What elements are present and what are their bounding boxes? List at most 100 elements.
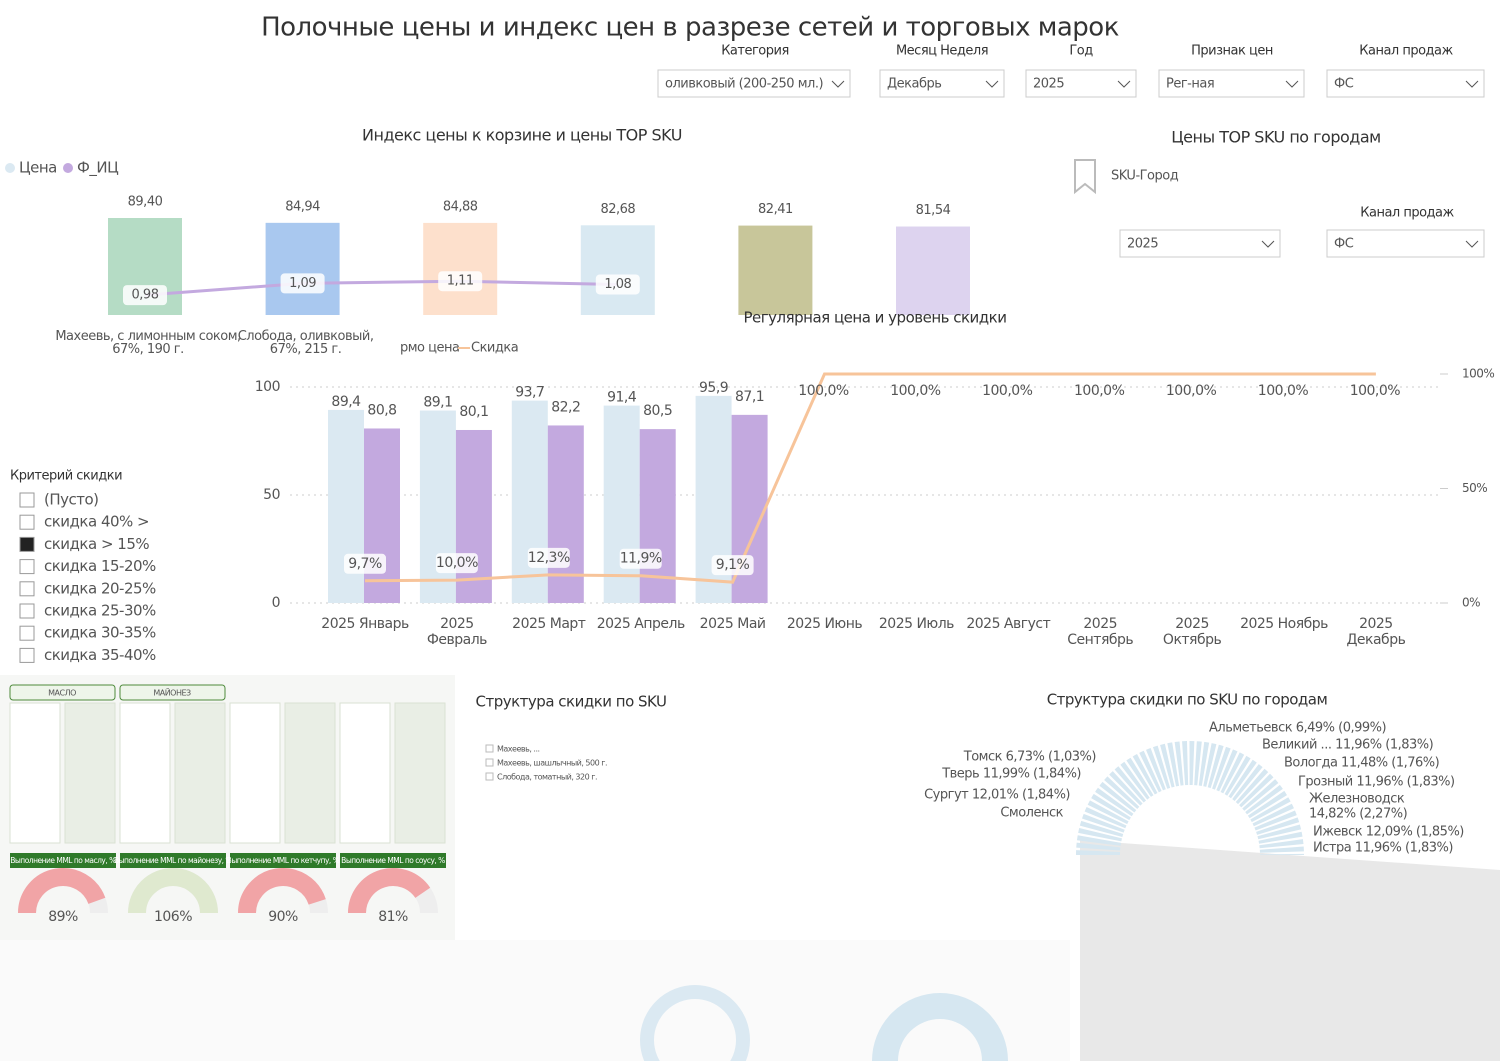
checkbox-label: скидка > 15%: [44, 535, 149, 553]
bar: [455, 429, 492, 603]
value-label: 12,3%: [528, 550, 570, 566]
x-tick-label: 2025 Октябрь: [1163, 616, 1222, 648]
section-label: МАЙОНЕЗ: [153, 687, 191, 698]
checkbox-label: Махеевь, ...: [497, 745, 540, 754]
dropdown[interactable]: [657, 69, 851, 98]
legend-label: рмо цена: [400, 341, 459, 356]
chart-title: Регулярная цена и уровень скидки: [744, 309, 1007, 327]
city-label: Альметьевск 6,49% (0,99%): [1209, 721, 1386, 736]
checkbox-label: скидка 25-30%: [44, 602, 156, 620]
donut: [1076, 741, 1304, 856]
city-label: Грозный 11,96% (1,83%): [1298, 775, 1455, 790]
chevron: [831, 80, 845, 88]
value-label: 81,54: [916, 203, 951, 218]
label-box: [344, 553, 386, 574]
gauge-fill: [238, 868, 326, 914]
panel-title: Структура скидки по SKU: [476, 693, 667, 711]
city-label: Ижевск 12,09% (1,85%): [1313, 825, 1464, 840]
gauge-fill: [348, 868, 431, 914]
dropdown[interactable]: [1119, 229, 1281, 258]
checkbox[interactable]: [19, 536, 35, 552]
gauge-header: [230, 853, 336, 868]
value-label: 100,0%: [1166, 383, 1217, 399]
sku-label: SKU-Город: [1111, 169, 1179, 184]
discount-line: [364, 372, 1376, 584]
checkbox[interactable]: [19, 559, 35, 575]
x-tick-label: 2025 Январь: [321, 616, 409, 632]
checkbox[interactable]: [485, 772, 494, 781]
city-label: Железноводск: [1309, 792, 1405, 807]
checkbox[interactable]: [19, 581, 35, 597]
y2-tick-label: 50%: [1462, 481, 1487, 495]
checkbox[interactable]: [19, 492, 35, 508]
x-tick-label: 2025 Март: [512, 616, 586, 632]
dropdown[interactable]: [879, 69, 1005, 98]
gauge-title: Выполнение MML по соусу, %: [341, 856, 445, 865]
value-label: 89,40: [128, 195, 163, 210]
dropdown-value: 2025: [1033, 77, 1064, 92]
value-label: 89,4: [331, 394, 361, 410]
x-tick-label: 2025 Декабрь: [1346, 616, 1405, 648]
gauge-value: 90%: [268, 909, 298, 925]
checkbox[interactable]: [19, 647, 35, 663]
city-label: Смоленск: [1000, 806, 1063, 821]
chevron: [1261, 240, 1275, 248]
legend-label: Ф_ИЦ: [77, 159, 119, 178]
checkbox[interactable]: [485, 744, 494, 753]
y2-tick-label: 100%: [1462, 367, 1494, 381]
kpi-cell: [9, 702, 61, 844]
value-label: 95,9: [699, 380, 728, 396]
legend-dot: [63, 163, 73, 173]
gauge-fill: [18, 868, 106, 914]
checkbox[interactable]: [19, 603, 35, 619]
gauge-value: 81%: [378, 909, 408, 925]
checkbox[interactable]: [19, 625, 35, 641]
checkbox-label: скидка 35-40%: [44, 646, 156, 664]
value-label: 82,2: [551, 399, 580, 415]
city-label: Сургут 12,01% (1,84%): [924, 788, 1070, 803]
legend-label: Скидка: [471, 341, 518, 356]
dropdown[interactable]: [1158, 69, 1305, 98]
label-box: [711, 555, 754, 576]
x-tick-label: 2025 Май: [700, 616, 766, 632]
dropdown[interactable]: [1326, 229, 1485, 258]
section-header: [119, 684, 226, 701]
bar: [603, 405, 640, 603]
x-tick-label: 2025 Сентябрь: [1067, 616, 1133, 648]
dropdown-value: оливковый (200-250 мл.): [665, 77, 823, 92]
checkbox-label: (Пусто): [44, 491, 99, 509]
value-label: 0,98: [132, 288, 159, 303]
x-tick-label: 2025 Август: [966, 616, 1050, 632]
checkbox-label: Махеевь, шашлычный, 500 г.: [497, 759, 607, 768]
kpi-cell: [394, 702, 446, 844]
dropdown-value: 2025: [1127, 237, 1158, 252]
dropdown[interactable]: [1326, 69, 1485, 98]
checkbox[interactable]: [485, 758, 494, 767]
value-label: 100,0%: [890, 383, 941, 399]
value-label: 89,1: [423, 395, 452, 411]
y2-tick-label: 0%: [1462, 596, 1480, 610]
value-label: 1,09: [289, 276, 316, 291]
kpi-cell: [339, 702, 391, 844]
dropdown[interactable]: [1025, 69, 1137, 98]
city-label: Томск 6,73% (1,03%): [963, 750, 1096, 765]
section-header: [9, 684, 116, 701]
filter-label: Месяц Неделя: [896, 44, 988, 59]
filter-label: Категория: [721, 44, 789, 59]
bar: [738, 225, 813, 315]
gauge-title: Выполнение MML по маслу, %: [10, 856, 116, 865]
value-label: 100,0%: [982, 383, 1033, 399]
value-label: 80,5: [643, 403, 672, 419]
checkbox-label: скидка 20-25%: [44, 579, 156, 597]
label-box: [527, 547, 570, 568]
overlay-shadow: [1080, 840, 1500, 1061]
y-tick-label: 100: [255, 379, 280, 395]
chevron: [1465, 240, 1479, 248]
value-label: 80,8: [367, 402, 396, 418]
label-box: [435, 553, 478, 574]
label-box: [280, 273, 325, 294]
label-box: [595, 274, 640, 295]
value-label: 82,68: [600, 202, 635, 217]
checkbox[interactable]: [19, 514, 35, 530]
filter-label: Канал продаж: [1360, 206, 1454, 221]
